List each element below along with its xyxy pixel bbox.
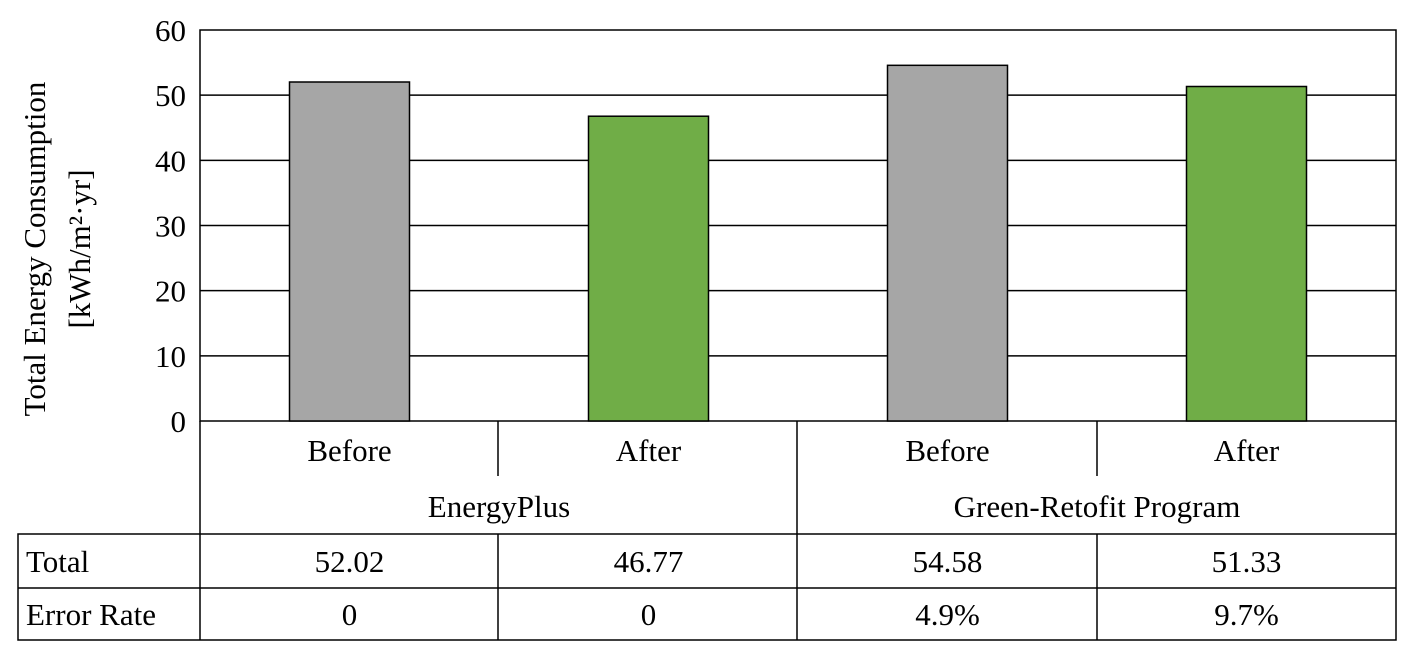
group-label: EnergyPlus: [428, 489, 570, 524]
plot-area: [199, 29, 1397, 422]
bar: [587, 115, 710, 422]
category-label: Before: [307, 433, 391, 468]
y-tick-label: 60: [155, 13, 186, 48]
y-tick-label: 10: [155, 339, 186, 374]
table-cell: 46.77: [614, 544, 684, 579]
y-tick-label: 20: [155, 274, 186, 309]
data-table: [17, 533, 1397, 641]
y-tick-labels: 0 10 20 30 40 50 60: [155, 13, 186, 439]
data-table-text: Total 52.02 46.77 54.58 51.33 Error Rate 0 0 4.9…: [26, 544, 1281, 632]
y-tick-label: 0: [171, 404, 187, 439]
category-label: Before: [905, 433, 989, 468]
table-cell: 54.58: [913, 544, 983, 579]
bar: [886, 64, 1009, 422]
category-label: After: [1214, 433, 1280, 468]
category-labels: Before After Before After EnergyPlus Green-Re…: [307, 433, 1280, 524]
table-cell: 9.7%: [1214, 597, 1279, 632]
y-axis-subtitle: [kWh/m²·yr]: [62, 169, 97, 328]
bar: [288, 81, 411, 422]
y-tick-label: 40: [155, 143, 186, 178]
table-row-label: Total: [26, 544, 89, 579]
y-tick-label: 30: [155, 209, 186, 244]
y-axis-title-line1: Total Energy Consumption: [17, 81, 52, 416]
group-label: Green-Retofit Program: [954, 489, 1241, 524]
table-cell: 52.02: [315, 544, 385, 579]
category-label: After: [616, 433, 682, 468]
table-cell: 4.9%: [915, 597, 980, 632]
table-cell: 0: [342, 597, 358, 632]
y-axis-title: Total Energy Consumption: [17, 81, 52, 416]
y-tick-label: 50: [155, 78, 186, 113]
bars: [288, 64, 1308, 422]
category-axis: [199, 421, 1397, 534]
table-row-label: Error Rate: [26, 597, 156, 632]
y-axis-title-line2: [kWh/m²·yr]: [62, 169, 97, 328]
table-cell: 51.33: [1212, 544, 1282, 579]
table-cell: 0: [641, 597, 657, 632]
bar: [1185, 85, 1308, 422]
